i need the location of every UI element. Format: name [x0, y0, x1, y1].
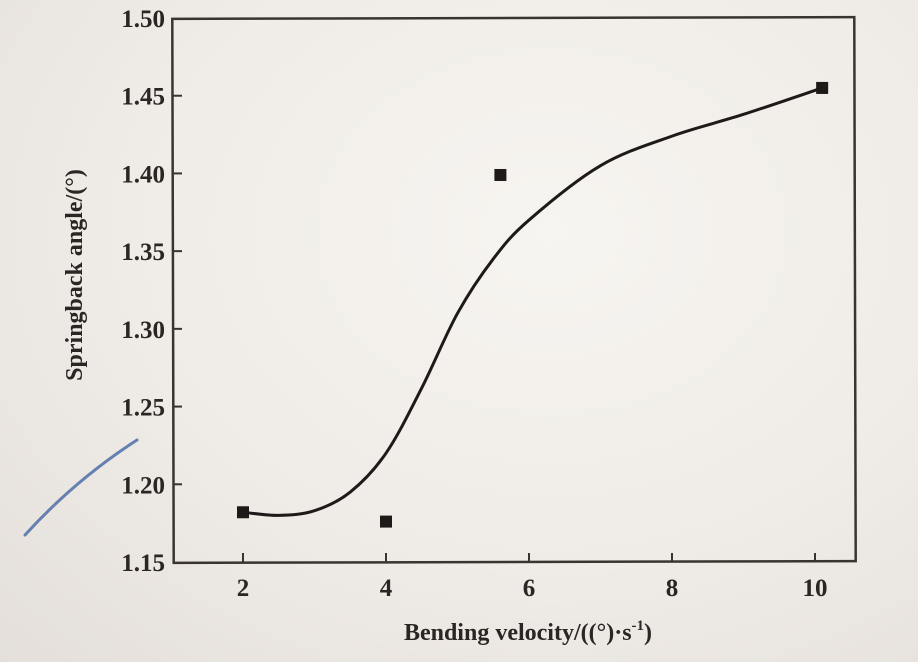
y-tick-label: 1.50	[121, 6, 165, 33]
data-point-marker	[237, 506, 249, 519]
x-axis-ticks: 2 4 6 8 10	[237, 553, 828, 602]
x-tick-label: 8	[666, 575, 679, 602]
data-point-marker	[380, 515, 392, 528]
plot-frame	[171, 15, 857, 565]
y-tick-label: 1.20	[121, 472, 165, 499]
y-tick-label: 1.15	[121, 550, 165, 577]
x-tick-label: 2	[237, 575, 250, 602]
x-tick-label: 4	[380, 575, 393, 602]
data-point-marker	[816, 81, 829, 94]
data-point-marker	[494, 168, 507, 181]
x-tick-label: 10	[803, 575, 828, 602]
y-tick-label: 1.40	[121, 161, 165, 188]
x-tick-label: 6	[523, 575, 536, 602]
y-tick-label: 1.30	[121, 317, 165, 344]
y-tick-label: 1.25	[121, 395, 165, 422]
y-axis-title: Springback angle/(°)	[62, 169, 88, 381]
y-axis-ticks: 1.15 1.20 1.25 1.30 1.35 1.40 1.45 1.50	[121, 6, 182, 577]
y-tick-label: 1.35	[121, 239, 165, 266]
y-tick-label: 1.45	[121, 84, 165, 111]
x-axis-title: Bending velocity/((°)·s-1)	[404, 618, 652, 646]
fit-curve	[242, 86, 823, 517]
data-points	[237, 81, 829, 528]
pen-stroke-annotation	[23, 438, 139, 537]
